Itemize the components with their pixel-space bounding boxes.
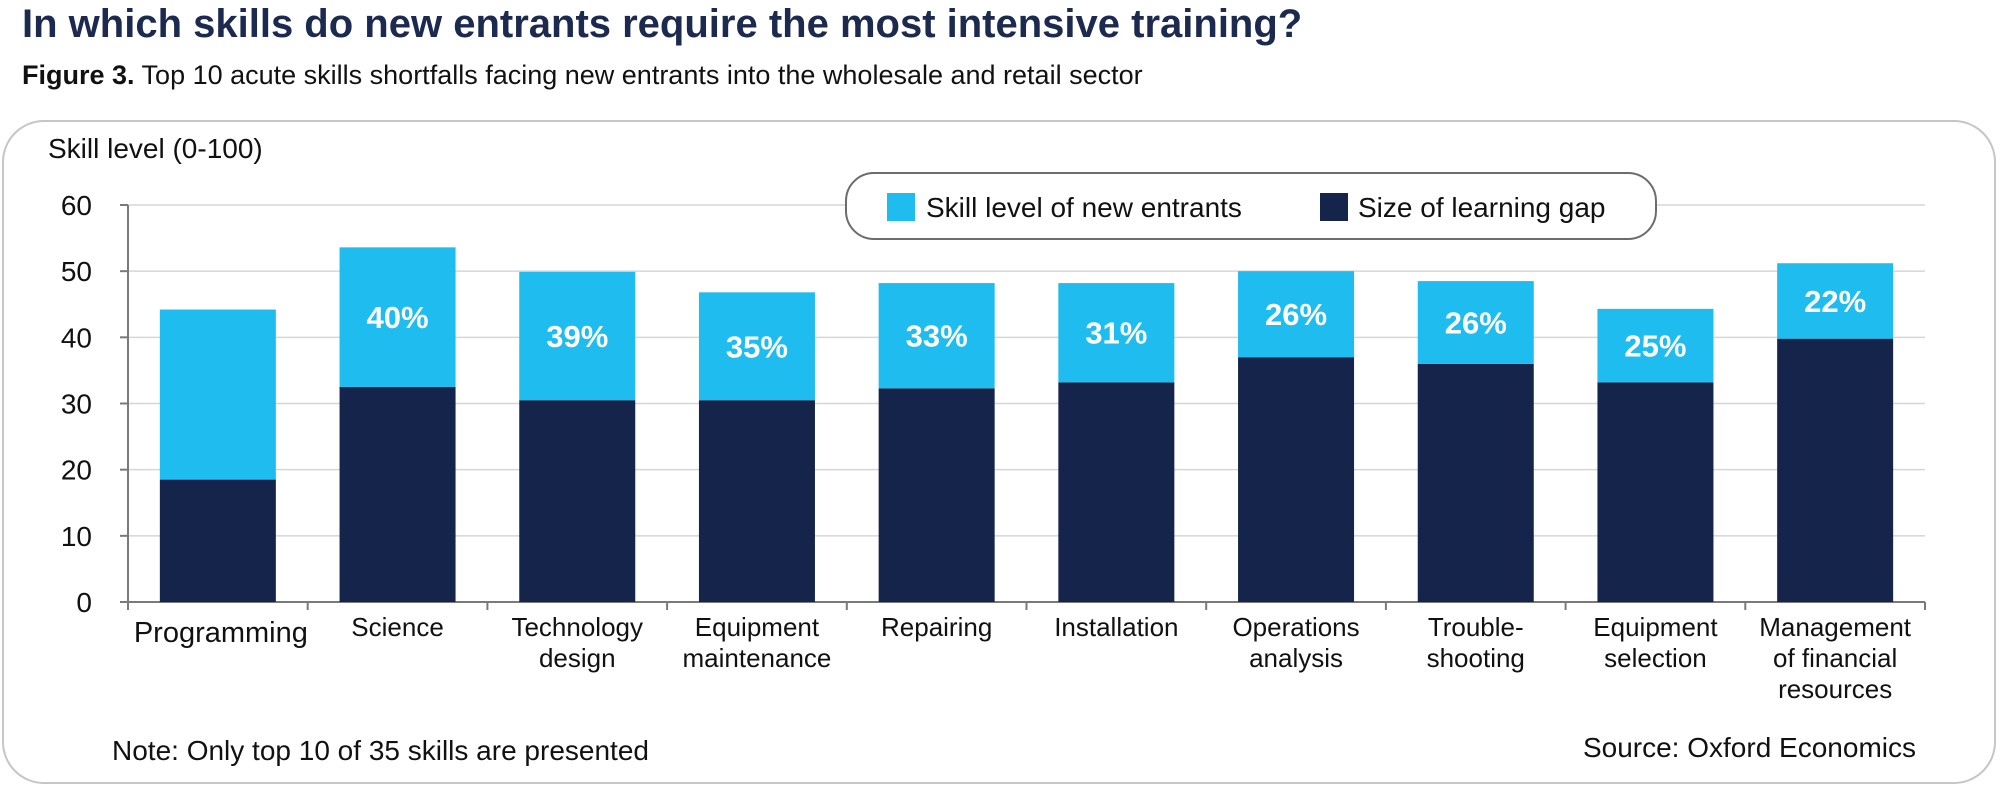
bar-learning-gap bbox=[1597, 382, 1714, 602]
chart-source: Source: Oxford Economics bbox=[1582, 732, 1916, 763]
bar-skill-level bbox=[698, 292, 815, 401]
y-tick-label: 20 bbox=[61, 455, 92, 486]
data-label: 33% bbox=[906, 319, 968, 354]
bar-skill-level bbox=[1597, 308, 1714, 383]
bar-skill-level bbox=[1238, 271, 1355, 358]
chart-note: Note: Only top 10 of 35 skills are prese… bbox=[112, 735, 649, 766]
x-tick-label: Management bbox=[1759, 612, 1912, 642]
bar-skill-level bbox=[1058, 283, 1175, 383]
bar-learning-gap bbox=[878, 388, 995, 602]
x-tick-label: Trouble- bbox=[1428, 612, 1524, 642]
y-tick-label: 10 bbox=[61, 521, 92, 552]
legend-label-learning-gap: Size of learning gap bbox=[1358, 192, 1606, 223]
y-tick-label: 50 bbox=[61, 256, 92, 287]
data-label: 35% bbox=[726, 329, 788, 364]
bar-skill-level bbox=[159, 309, 276, 480]
legend-box bbox=[845, 172, 1657, 240]
bar-learning-gap bbox=[159, 479, 276, 602]
x-tick-label: Repairing bbox=[881, 612, 992, 642]
figure-caption: Top 10 acute skills shortfalls facing ne… bbox=[141, 60, 1143, 90]
legend-swatch-learning-gap bbox=[1320, 193, 1348, 221]
bar-learning-gap bbox=[1058, 382, 1175, 602]
y-tick-label: 30 bbox=[61, 389, 92, 420]
bar-skill-level bbox=[519, 271, 636, 401]
data-label: 31% bbox=[1085, 316, 1147, 351]
y-tick-label: 0 bbox=[76, 587, 92, 618]
legend-swatch-skill-level bbox=[887, 193, 915, 221]
x-tick-label: Technology bbox=[511, 612, 643, 642]
y-tick-label: 40 bbox=[61, 322, 92, 353]
y-axis-title: Skill level (0-100) bbox=[48, 133, 263, 164]
bar-skill-level bbox=[878, 283, 995, 389]
figure-label: Figure 3. bbox=[22, 60, 135, 90]
bar-skill-level bbox=[1417, 281, 1534, 364]
data-label: 25% bbox=[1624, 329, 1686, 364]
bar-skill-level bbox=[339, 247, 456, 387]
data-label: 26% bbox=[1265, 297, 1327, 332]
legend-label-skill-level: Skill level of new entrants bbox=[926, 192, 1242, 223]
x-tick-label: analysis bbox=[1249, 643, 1343, 673]
x-tick-label: Equipment bbox=[695, 612, 820, 642]
x-tick-label: Programming bbox=[134, 617, 308, 649]
bar-learning-gap bbox=[698, 400, 815, 602]
y-tick-label: 60 bbox=[61, 190, 92, 221]
x-tick-label: Equipment bbox=[1593, 612, 1718, 642]
x-tick-label: of financial bbox=[1773, 643, 1897, 673]
chart-subtitle: Figure 3. Top 10 acute skills shortfalls… bbox=[22, 60, 1143, 91]
data-label: 39% bbox=[546, 319, 608, 354]
chart-title: In which skills do new entrants require … bbox=[22, 2, 1303, 46]
x-tick-label: selection bbox=[1604, 643, 1707, 673]
bar-learning-gap bbox=[1417, 363, 1534, 602]
x-tick-label: design bbox=[539, 643, 616, 673]
bar-learning-gap bbox=[339, 386, 456, 602]
x-tick-label: Science bbox=[351, 612, 444, 642]
x-tick-label: Installation bbox=[1054, 612, 1178, 642]
bar-skill-level bbox=[1777, 263, 1894, 339]
bar-learning-gap bbox=[1238, 357, 1355, 602]
x-tick-label: shooting bbox=[1427, 643, 1525, 673]
bar-learning-gap bbox=[519, 400, 636, 602]
x-tick-label: Operations bbox=[1232, 612, 1359, 642]
x-tick-label: resources bbox=[1778, 674, 1892, 704]
data-label: 40% bbox=[367, 300, 429, 335]
data-label: 22% bbox=[1804, 284, 1866, 319]
data-label: 26% bbox=[1445, 305, 1507, 340]
bar-learning-gap bbox=[1777, 338, 1894, 602]
x-tick-label: maintenance bbox=[683, 643, 832, 673]
